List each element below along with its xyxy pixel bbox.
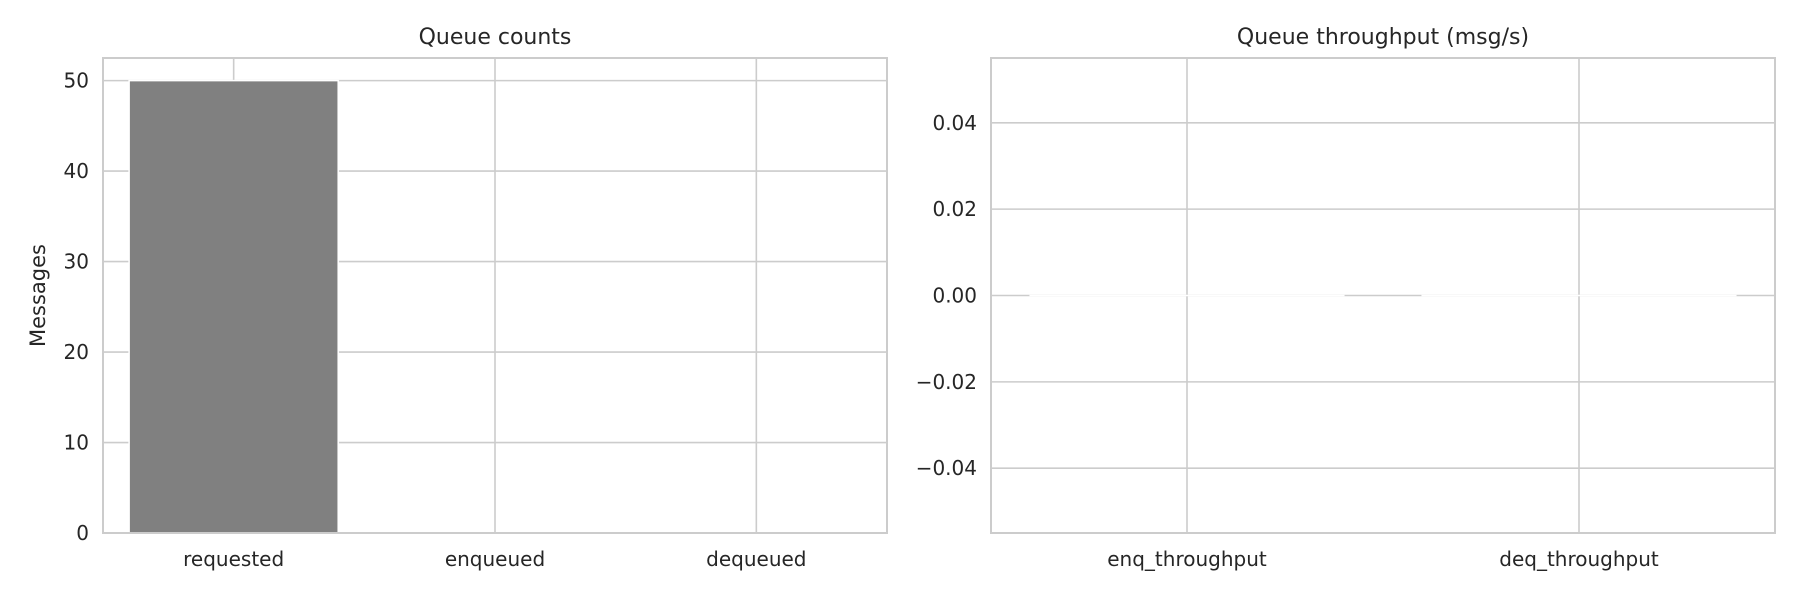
chart-title: Queue throughput (msg/s) bbox=[1237, 25, 1529, 50]
y-tick-label: 40 bbox=[64, 159, 89, 183]
y-tick-label: 20 bbox=[64, 340, 89, 364]
y-tick-label: 0.04 bbox=[932, 111, 977, 135]
y-tick-label: 0.02 bbox=[932, 197, 977, 221]
y-tick-label: 0 bbox=[76, 521, 89, 545]
x-tick-label: requested bbox=[183, 547, 284, 571]
y-tick-label: 10 bbox=[64, 431, 89, 455]
x-tick-label: dequeued bbox=[706, 547, 806, 571]
x-tick-label: enqueued bbox=[445, 547, 545, 571]
y-tick-label: −0.02 bbox=[916, 370, 977, 394]
x-tick-label: enq_throughput bbox=[1107, 547, 1267, 571]
axes-frame bbox=[102, 57, 888, 534]
y-tick-label: 50 bbox=[64, 69, 89, 93]
subplot-2: −0.04 −0.02 0.00 0.02 0.04 enq_throughput deq_… bbox=[916, 25, 1776, 571]
y-tick-label: −0.04 bbox=[916, 456, 977, 480]
y-tick-label: 30 bbox=[64, 250, 89, 274]
chart-title: Queue counts bbox=[419, 25, 572, 50]
bar-requested bbox=[128, 79, 339, 534]
y-tick-label: 0.00 bbox=[932, 284, 977, 308]
y-axis-label: Messages bbox=[26, 244, 50, 347]
x-tick-label: deq_throughput bbox=[1499, 547, 1659, 571]
axes-frame bbox=[990, 57, 1776, 534]
subplot-1: 0 10 20 30 40 50 requested enqueued dequeued Queu… bbox=[26, 25, 888, 571]
